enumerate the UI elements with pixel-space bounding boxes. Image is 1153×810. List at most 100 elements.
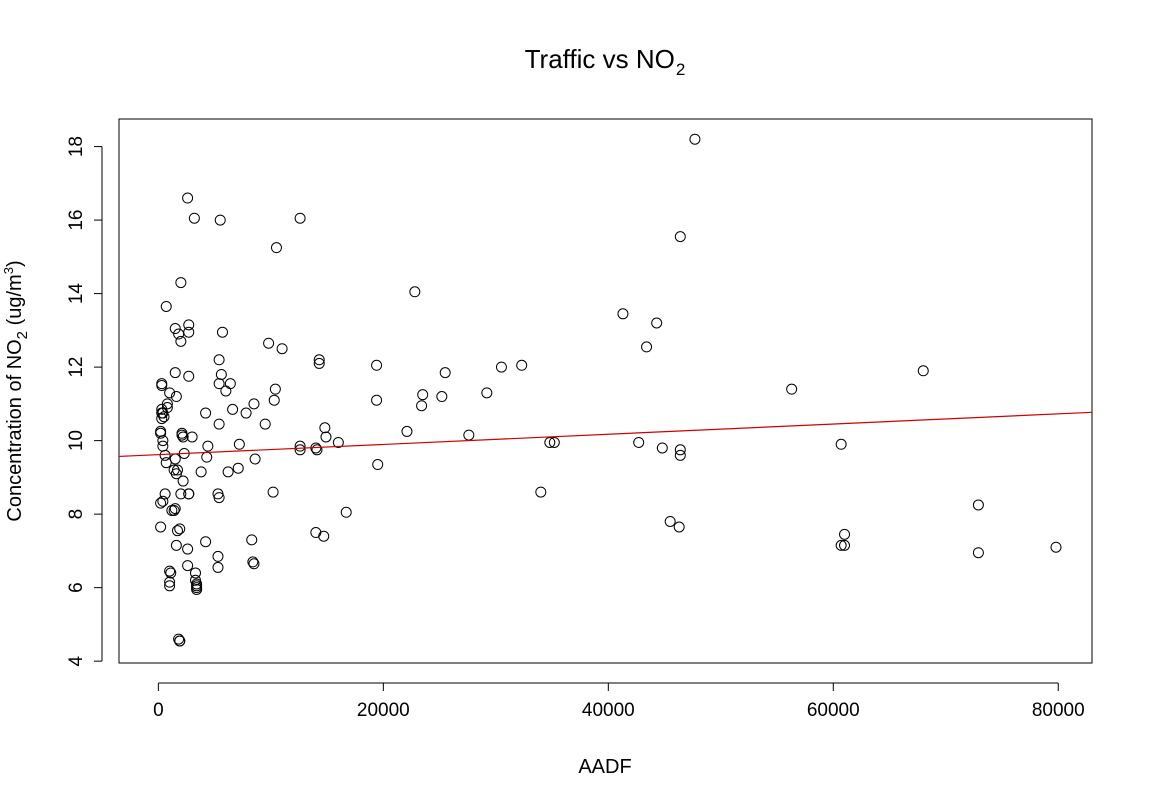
data-point xyxy=(222,466,234,478)
data-point xyxy=(340,506,352,518)
data-point xyxy=(189,567,201,579)
data-point xyxy=(156,378,168,390)
trendline xyxy=(118,411,1093,458)
data-point xyxy=(689,133,701,145)
data-point xyxy=(169,367,181,379)
data-point xyxy=(674,444,686,456)
data-point xyxy=(267,486,279,498)
data-point xyxy=(215,368,227,380)
data-point xyxy=(183,370,195,382)
data-point xyxy=(155,521,167,533)
data-point xyxy=(157,435,169,447)
data-point xyxy=(201,451,213,463)
data-point xyxy=(401,425,413,437)
data-point xyxy=(835,438,847,450)
data-point xyxy=(535,486,547,498)
data-point xyxy=(664,515,676,527)
data-point xyxy=(164,580,176,592)
data-point xyxy=(182,560,194,572)
data-point xyxy=(213,418,225,430)
x-tick-label-1: 20000 xyxy=(357,700,410,721)
data-point xyxy=(268,394,280,406)
data-point xyxy=(173,633,185,645)
data-point xyxy=(263,337,275,349)
data-point xyxy=(227,403,239,415)
x-tick-label-3: 60000 xyxy=(807,700,860,721)
data-point xyxy=(416,400,428,412)
y-axis-label-suffix: ) xyxy=(4,260,26,267)
data-point xyxy=(183,488,195,500)
data-point xyxy=(169,323,181,335)
data-point xyxy=(294,212,306,224)
data-point xyxy=(158,411,170,423)
y-axis-label-prefix: Concentration of NO xyxy=(4,339,26,521)
data-point xyxy=(495,361,507,373)
data-point xyxy=(972,499,984,511)
data-point xyxy=(276,343,288,355)
data-point xyxy=(177,431,189,443)
data-point xyxy=(175,488,187,500)
data-point xyxy=(177,475,189,487)
data-point xyxy=(839,539,851,551)
y-axis-label-subscript: 2 xyxy=(14,331,31,339)
data-point xyxy=(371,394,383,406)
data-point xyxy=(248,558,260,570)
data-point xyxy=(516,359,528,371)
data-point xyxy=(220,385,232,397)
plot-frame xyxy=(118,118,1093,664)
data-point xyxy=(247,556,259,568)
data-point xyxy=(224,378,236,390)
data-point xyxy=(249,453,261,465)
data-point xyxy=(248,398,260,410)
y-tick-label-1: 6 xyxy=(66,582,87,593)
data-point xyxy=(835,539,847,551)
data-point xyxy=(641,341,653,353)
data-point xyxy=(232,462,244,474)
data-point xyxy=(160,457,172,469)
data-point xyxy=(164,565,176,577)
data-point xyxy=(548,436,560,448)
data-point xyxy=(171,525,183,537)
data-point xyxy=(439,367,451,379)
data-point xyxy=(165,567,177,579)
y-axis-label-superscript: 3 xyxy=(1,267,16,274)
data-point xyxy=(212,550,224,562)
chart-title: Traffic vs NO2 xyxy=(525,44,686,79)
data-point xyxy=(409,286,421,298)
data-point xyxy=(216,326,228,338)
data-point xyxy=(161,398,173,410)
data-point xyxy=(294,444,306,456)
y-axis-label: Concentration of NO2 (ug/m3) xyxy=(1,260,31,521)
y-tick-label-4: 12 xyxy=(66,357,87,378)
data-point xyxy=(170,539,182,551)
data-point xyxy=(182,543,194,555)
data-point xyxy=(417,389,429,401)
trendline-group xyxy=(118,411,1093,458)
data-point xyxy=(674,231,686,243)
data-point xyxy=(159,449,171,461)
data-point xyxy=(213,354,225,366)
data-point xyxy=(311,444,323,456)
data-point xyxy=(313,357,325,369)
data-point xyxy=(673,521,685,533)
data-point xyxy=(656,442,668,454)
data-point xyxy=(651,317,663,329)
data-point xyxy=(200,536,212,548)
data-point xyxy=(191,583,203,595)
data-point xyxy=(161,402,173,414)
data-point xyxy=(174,523,186,535)
data-point xyxy=(169,503,181,515)
data-point xyxy=(195,466,207,478)
data-point xyxy=(617,308,629,320)
y-axis: 4 6 8 10 12 14 16 18 xyxy=(66,136,103,666)
y-axis-label-mid: (ug/m xyxy=(4,274,26,331)
data-point xyxy=(320,431,332,443)
data-point xyxy=(481,387,493,399)
data-point xyxy=(213,492,225,504)
chart-title-subscript: 2 xyxy=(676,60,685,79)
data-point xyxy=(200,407,212,419)
data-point xyxy=(259,418,271,430)
data-point xyxy=(212,561,224,573)
y-tick-label-6: 16 xyxy=(66,210,87,231)
